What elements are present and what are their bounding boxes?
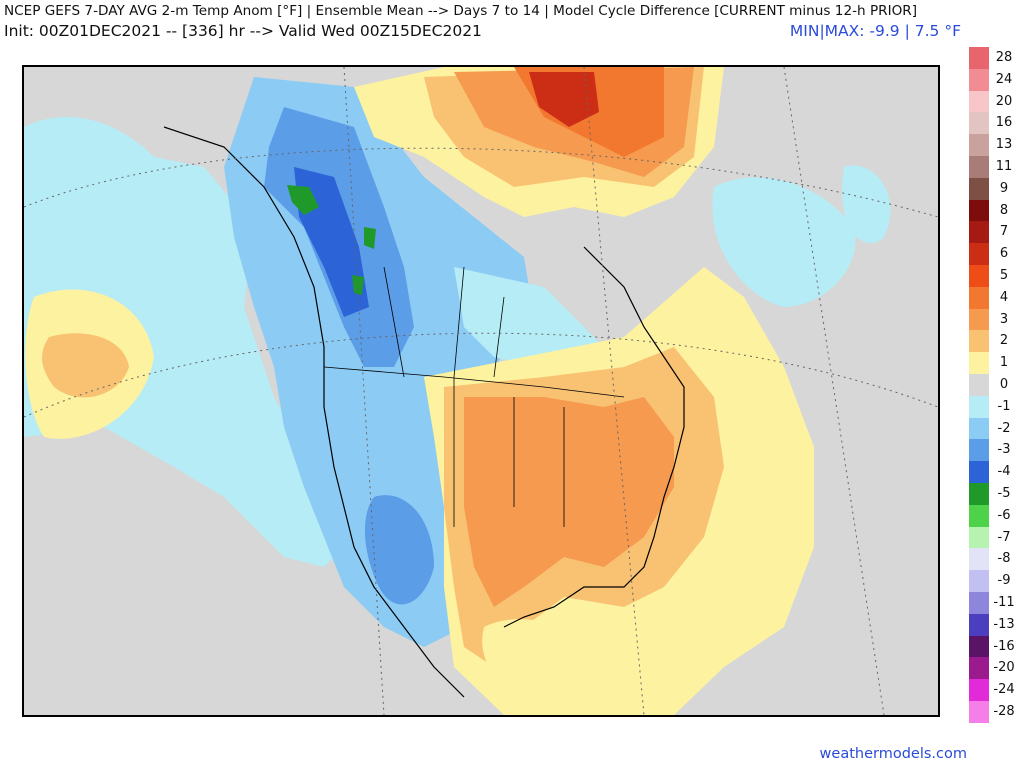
legend-label: 20: [995, 93, 1013, 109]
legend-swatch: [969, 308, 989, 331]
legend-label: -2: [997, 420, 1011, 436]
legend-swatch: [969, 47, 989, 70]
gulf-warm-patch: [482, 619, 624, 698]
greenland-hot-core: [529, 72, 599, 127]
legend-swatch: [969, 265, 989, 288]
legend-swatch: [969, 701, 989, 724]
legend-swatch: [969, 570, 989, 593]
legend-swatch: [969, 461, 989, 484]
temperature-anomaly-map: [22, 65, 940, 717]
legend-label: 2: [999, 333, 1009, 349]
legend-swatch: [969, 243, 989, 266]
legend-label: -6: [997, 507, 1011, 523]
graticule: [24, 67, 938, 715]
green-cold-spot-3: [352, 275, 364, 295]
legend-label: 13: [995, 137, 1013, 153]
coastline-east: [503, 246, 685, 628]
legend-label: 1: [999, 355, 1009, 371]
legend-swatch: [969, 177, 989, 201]
legend-swatch: [969, 286, 989, 310]
legend-swatch: [969, 199, 989, 222]
borders: [323, 266, 625, 527]
map-title: NCEP GEFS 7-DAY AVG 2-m Temp Anom [°F] |…: [4, 3, 918, 19]
legend-label: -8: [997, 551, 1011, 567]
legend-label: -13: [993, 616, 1015, 632]
western-cold-core-2: [364, 495, 434, 605]
legend-label: -7: [997, 529, 1011, 545]
legend-swatch: [969, 68, 989, 92]
arctic-cool-patch: [712, 177, 856, 307]
coastline-west: [163, 126, 465, 698]
legend-label: 8: [999, 202, 1009, 218]
legend-swatch: [969, 613, 989, 637]
legend-label: 16: [995, 115, 1013, 131]
legend-label: 4: [999, 289, 1009, 305]
legend-swatch: [969, 221, 989, 244]
legend-swatch: [969, 592, 989, 615]
legend-label: -4: [997, 464, 1011, 480]
north-cool-patch: [842, 165, 891, 244]
legend-swatch: [969, 526, 989, 549]
legend-label: -1: [997, 398, 1011, 414]
green-cold-spot-1: [287, 185, 319, 215]
legend-label: 28: [995, 50, 1013, 65]
legend-label: -3: [997, 442, 1011, 458]
legend-label: 11: [995, 159, 1013, 174]
legend-swatch: [969, 504, 989, 528]
legend-swatch: [969, 635, 989, 658]
legend-swatch: [969, 330, 989, 353]
legend-label: -11: [993, 595, 1015, 610]
legend-swatch: [969, 395, 989, 419]
legend-swatch: [969, 374, 989, 397]
legend-label: -28: [993, 704, 1015, 719]
legend-label: -9: [997, 573, 1011, 589]
legend-label: 24: [995, 71, 1013, 87]
legend-swatch: [969, 679, 989, 702]
legend-label: -5: [997, 486, 1011, 501]
legend-label: 0: [999, 377, 1009, 392]
pacific-warm-core: [42, 333, 129, 398]
legend-swatch: [969, 90, 989, 113]
legend-label: 7: [999, 224, 1009, 240]
legend-swatch: [969, 134, 989, 157]
legend-label: 5: [999, 268, 1009, 283]
legend-swatch: [969, 352, 989, 375]
green-cold-spot-2: [364, 227, 376, 249]
legend-swatch: [969, 156, 989, 179]
legend-label: -20: [993, 660, 1015, 676]
legend-swatch: [969, 657, 989, 680]
legend-label: -24: [993, 682, 1015, 698]
legend-swatch: [969, 483, 989, 506]
legend-swatch: [969, 548, 989, 571]
legend-swatch: [969, 439, 989, 462]
legend-swatch: [969, 417, 989, 440]
min-max-readout: MIN|MAX: -9.9 | 7.5 °F: [789, 22, 961, 40]
legend-swatch: [969, 112, 989, 135]
legend-label: -16: [993, 638, 1015, 654]
legend-label: 3: [999, 311, 1009, 327]
map-canvas: [24, 67, 938, 715]
pacific-cool-region: [24, 117, 354, 567]
legend-label: 9: [999, 180, 1009, 196]
map-subtitle: Init: 00Z01DEC2021 -- [336] hr --> Valid…: [4, 22, 482, 40]
legend-label: 6: [999, 246, 1009, 262]
credit-link[interactable]: weathermodels.com: [819, 746, 967, 762]
eastern-warm-core: [464, 397, 674, 607]
